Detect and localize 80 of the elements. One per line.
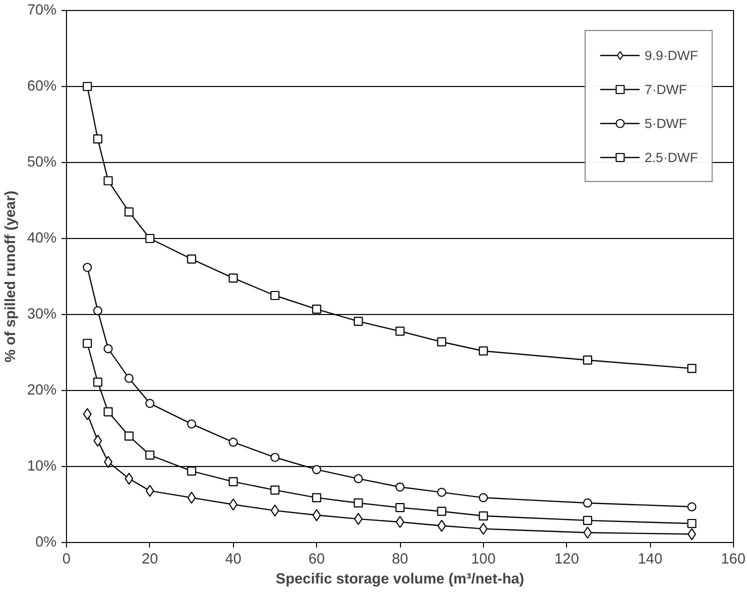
point [82,262,92,272]
point [82,82,92,92]
x-tick-label: 140 [638,552,662,568]
x-tick-label: 80 [392,552,408,568]
point [124,472,134,485]
point [478,346,488,356]
point [104,344,113,354]
y-tick-label: 0% [35,534,57,550]
legend-label: 5·DWF [644,116,687,130]
point [104,456,112,468]
y-tick-label: 30% [27,306,57,322]
point [437,488,446,497]
point [187,419,196,428]
point [354,316,363,326]
x-tick-label: 0 [62,552,71,568]
point [354,474,363,484]
point [145,450,154,460]
point [187,254,196,264]
point [312,509,321,522]
point [688,528,696,540]
point [93,306,102,316]
y-axis-title: % of spilled runoff (year) [3,190,20,362]
point [354,512,363,525]
point [478,493,488,502]
point [145,234,154,244]
y-tick-label: 60% [27,78,57,94]
point [270,486,280,495]
legend-label: 2.5·DWF [644,150,698,164]
y-tick-label: 40% [27,230,57,246]
point [93,378,102,387]
legend-label: 9.9·DWF [644,48,698,62]
point [312,493,322,502]
point [124,374,134,383]
point [124,432,134,441]
point [479,522,488,535]
point [312,465,322,474]
point [270,504,280,517]
point [687,502,696,512]
point [104,407,113,416]
point [228,477,238,486]
point [437,520,446,532]
point [395,482,405,492]
y-tick-label: 20% [27,382,57,398]
point [124,207,134,216]
point [83,408,92,420]
point [395,502,405,512]
point [93,134,102,144]
point [146,484,154,497]
x-tick-label: 100 [471,552,496,568]
point [270,290,280,300]
x-tick-label: 40 [225,552,242,568]
point [395,326,405,336]
y-tick-label: 50% [27,154,57,170]
point [687,364,696,374]
point [583,356,592,365]
point [187,492,196,504]
point [583,526,592,539]
point [312,304,322,314]
point [437,506,446,516]
point [687,518,696,528]
x-tick-label: 60 [308,552,325,568]
point [187,466,196,476]
point [354,498,363,508]
point [228,273,238,283]
x-tick-label: 20 [142,552,158,568]
point [583,498,592,508]
point [583,516,592,526]
point [104,176,113,186]
x-tick-label: 160 [721,552,746,568]
y-tick-label: 10% [27,458,57,474]
point [228,438,238,447]
y-tick-label: 70% [27,2,57,18]
point [437,337,446,346]
legend-label: 7·DWF [644,82,687,96]
point [270,452,280,462]
x-axis-title: Specific storage volume (m³/net-ha) [276,572,524,588]
point [82,338,92,348]
point [478,511,488,520]
point [145,398,154,408]
x-tick-label: 120 [554,552,579,568]
